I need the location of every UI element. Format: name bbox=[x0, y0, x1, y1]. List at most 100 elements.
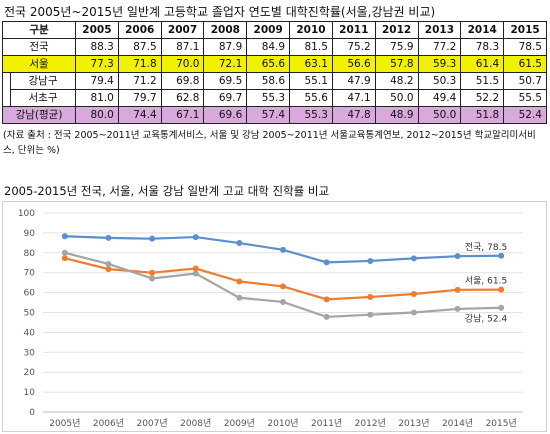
data-point bbox=[280, 283, 286, 290]
table-cell: 81.5 bbox=[289, 38, 333, 56]
y-tick-label: 50 bbox=[24, 309, 36, 319]
data-point bbox=[61, 255, 68, 262]
table-title: 전국 2005년~2015년 일반계 고등학교 졸업자 연도별 대학진학률(서울… bbox=[4, 5, 436, 19]
data-point bbox=[149, 275, 156, 282]
table-cell: 81.0 bbox=[75, 89, 119, 107]
table-cell: 61.4 bbox=[460, 55, 505, 73]
x-tick-label: 2013년 bbox=[398, 418, 429, 429]
y-tick-label: 10 bbox=[24, 388, 36, 398]
year-header: 2014 bbox=[460, 21, 505, 39]
data-point bbox=[192, 270, 199, 277]
row-label: 서울 bbox=[1, 55, 77, 73]
x-tick-label: 2008년 bbox=[180, 418, 211, 429]
data-point bbox=[192, 234, 199, 241]
header-label: 구분 bbox=[1, 21, 77, 39]
table-cell: 48.9 bbox=[374, 106, 419, 124]
table-cell: 70.0 bbox=[160, 55, 205, 73]
data-point bbox=[498, 304, 505, 311]
x-tick-label: 2006년 bbox=[93, 418, 124, 429]
table-cell: 55.1 bbox=[289, 72, 333, 90]
data-point bbox=[61, 249, 68, 256]
table-cell: 55.3 bbox=[289, 106, 333, 124]
row-label: 전국 bbox=[1, 38, 77, 56]
series-end-label: 전국, 78.5 bbox=[465, 242, 507, 253]
data-point bbox=[498, 252, 505, 259]
year-header: 2008 bbox=[203, 21, 248, 39]
data-point bbox=[454, 286, 461, 293]
data-point bbox=[149, 269, 156, 276]
data-point bbox=[454, 305, 461, 312]
y-tick-label: 80 bbox=[24, 249, 36, 259]
table-cell: 69.8 bbox=[160, 72, 205, 90]
y-tick-label: 90 bbox=[24, 229, 36, 239]
data-point bbox=[236, 294, 243, 301]
data-point bbox=[192, 265, 199, 272]
table-cell: 77.2 bbox=[417, 38, 462, 56]
table-cell: 56.6 bbox=[331, 55, 376, 73]
row-label: 강남(평균) bbox=[1, 106, 77, 124]
data-point bbox=[236, 240, 243, 247]
data-point bbox=[367, 257, 374, 264]
table-cell: 80.0 bbox=[75, 106, 119, 124]
table-cell: 55.5 bbox=[503, 89, 547, 107]
data-point bbox=[280, 298, 286, 305]
table-cell: 58.6 bbox=[246, 72, 291, 90]
data-point bbox=[105, 260, 112, 267]
data-point bbox=[454, 253, 461, 260]
table-cell: 75.9 bbox=[374, 38, 419, 56]
table-cell: 78.3 bbox=[460, 38, 505, 56]
year-header: 2009 bbox=[246, 21, 291, 39]
table-row-seoul: 서울 77.3 71.8 70.0 72.1 65.6 63.1 56.6 57.8 59.3 61… bbox=[1, 55, 547, 73]
table-cell: 50.3 bbox=[417, 72, 462, 90]
table-cell: 57.4 bbox=[246, 106, 291, 124]
table-cell: 50.7 bbox=[503, 72, 547, 90]
y-tick-label: 30 bbox=[24, 348, 36, 358]
table-cell: 78.5 bbox=[503, 38, 547, 56]
x-tick-label: 2011년 bbox=[311, 418, 342, 429]
data-point bbox=[280, 246, 286, 253]
source-note: (자료 출처 : 전국 2005~2011년 교육통계서비스, 서울 및 강남 … bbox=[3, 130, 536, 156]
table-cell: 59.3 bbox=[417, 55, 462, 73]
line-chart: 0 10 20 30 40 50 60 70 80 90 100 2005년 2006년 2007년 200… bbox=[18, 209, 523, 429]
series-end-label: 강남, 52.4 bbox=[465, 314, 508, 325]
table-cell: 87.5 bbox=[117, 38, 162, 56]
table-cell: 72.1 bbox=[203, 55, 248, 73]
table-cell: 67.1 bbox=[160, 106, 205, 124]
data-point bbox=[236, 278, 243, 285]
year-header: 2010 bbox=[289, 21, 333, 39]
table-row-seocho: 서초구 81.0 79.7 62.8 69.7 55.3 55.6 47.1 50.0 49.4 5… bbox=[3, 89, 547, 107]
row-label: 서초구 bbox=[9, 89, 77, 107]
table-cell: 55.6 bbox=[289, 89, 333, 107]
table-cell: 84.9 bbox=[246, 38, 291, 56]
table-cell: 57.8 bbox=[374, 55, 419, 73]
group-indent-cell bbox=[2, 72, 11, 107]
y-tick-label: 0 bbox=[29, 408, 35, 418]
table-cell: 69.5 bbox=[203, 72, 248, 90]
table-cell: 61.5 bbox=[503, 55, 547, 73]
data-point bbox=[498, 286, 505, 293]
table-cell: 87.9 bbox=[203, 38, 248, 56]
year-header: 2015 bbox=[503, 21, 547, 39]
data-point bbox=[410, 255, 417, 262]
table-cell: 74.4 bbox=[117, 106, 162, 124]
data-point bbox=[367, 311, 374, 318]
table-cell: 48.2 bbox=[374, 72, 419, 90]
data-point bbox=[323, 313, 330, 320]
table-cell: 79.4 bbox=[75, 72, 119, 90]
table-cell: 47.9 bbox=[331, 72, 376, 90]
data-point bbox=[367, 293, 374, 300]
y-tick-label: 70 bbox=[24, 269, 36, 279]
data-point bbox=[323, 259, 330, 266]
table-row-gangnam: 강남구 79.4 71.2 69.8 69.5 58.6 55.1 47.9 48.2 50.3 5… bbox=[2, 72, 547, 107]
year-header: 2005 bbox=[75, 21, 119, 39]
year-header: 2007 bbox=[160, 21, 205, 39]
table-cell: 49.4 bbox=[417, 89, 462, 107]
table-cell: 75.2 bbox=[331, 38, 376, 56]
y-tick-label: 60 bbox=[24, 289, 36, 299]
table-cell: 71.2 bbox=[117, 72, 162, 90]
table-cell: 52.4 bbox=[503, 106, 547, 124]
data-point bbox=[105, 266, 112, 273]
x-tick-label: 2005년 bbox=[49, 418, 80, 429]
series-line-1 bbox=[64, 257, 502, 301]
series-end-label: 서울, 61.5 bbox=[465, 276, 507, 287]
